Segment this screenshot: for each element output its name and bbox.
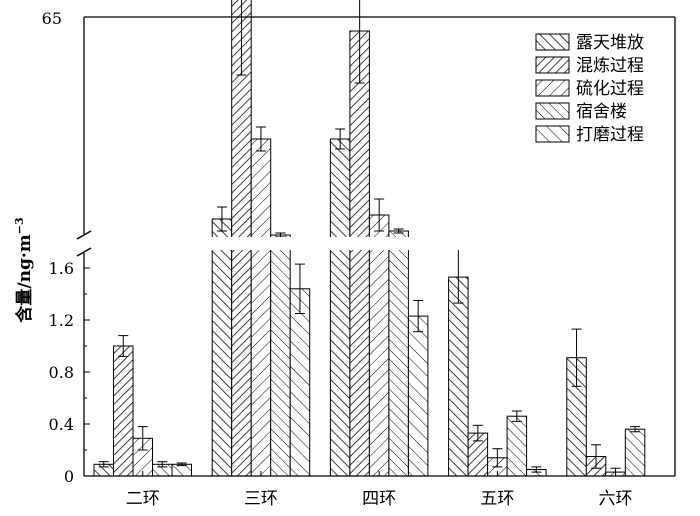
legend-label: 混炼过程 [576,56,644,76]
legend-swatch [535,79,570,97]
x-tick-label: 四环 [362,489,396,509]
bar [113,345,134,477]
x-tick-label: 五环 [480,489,514,509]
bar [624,428,646,477]
axes [76,16,676,477]
bar [407,315,429,477]
bar [250,138,272,477]
y-tick-label: 0.8 [49,363,74,382]
y-tick-label: 0.4 [49,415,74,434]
axis-break-mark [76,247,92,257]
y-tick-label: 0 [64,467,74,486]
x-ticks: 二环 三环 四环 五环 六环 [126,471,633,509]
bar [448,276,469,477]
y-tick-label: 1.2 [49,311,74,330]
bar [270,234,291,477]
x-tick-label: 二环 [126,489,160,509]
axis-break-mark [76,230,92,240]
legend-label: 打磨过程 [576,125,644,145]
x-tick-label: 六环 [599,489,633,509]
bars-layer [93,0,646,477]
bar [211,218,233,477]
bar [506,415,528,477]
error-bars-layer [98,0,641,477]
y-tick-label: 1.6 [49,259,74,278]
legend-label: 硫化过程 [576,79,644,99]
bar [329,138,351,477]
y-ticks: 0 0.4 0.8 1.2 1.6 [49,16,90,486]
y-axis-label: 含量/ng·m−3 [13,217,35,322]
bar [349,30,370,477]
bar [289,288,311,477]
legend-swatch [535,56,570,74]
legend-label: 宿舍楼 [576,102,627,122]
bar [368,214,390,477]
legend-swatch [535,125,570,143]
legend-label: 露天堆放 [576,33,644,53]
axis-break-gap [85,237,675,250]
legend-swatch [535,33,570,51]
y-axis-top-label: 65 [42,9,62,28]
bar [388,230,409,477]
x-tick-label: 三环 [244,489,278,509]
legend-swatch [535,102,570,120]
